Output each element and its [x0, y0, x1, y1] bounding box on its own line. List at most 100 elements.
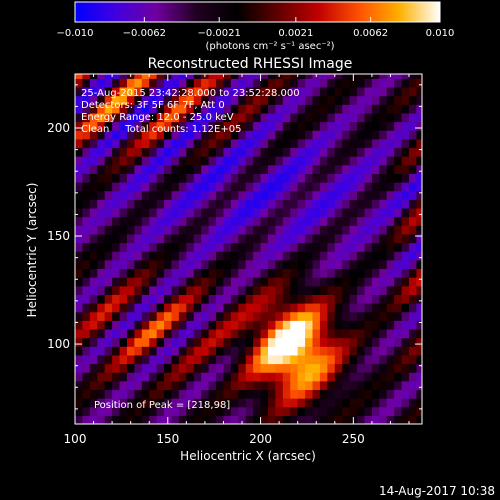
heatmap-cell — [178, 233, 187, 244]
heatmap-cell — [275, 268, 284, 278]
heatmap-cell — [312, 294, 321, 304]
heatmap-cell — [401, 233, 410, 244]
heatmap-cell — [349, 389, 358, 399]
heatmap-cell — [371, 182, 380, 192]
heatmap-cell — [216, 164, 225, 174]
heatmap-cell — [282, 86, 291, 97]
heatmap-cell — [305, 337, 314, 347]
heatmap-cell — [149, 233, 158, 244]
heatmap-cell — [186, 190, 195, 200]
heatmap-cell — [82, 380, 91, 391]
heatmap-cell — [156, 346, 165, 356]
heatmap-cell — [342, 328, 351, 339]
annotation-clean-counts: Clean Total counts: 1.12E+05 — [81, 124, 241, 135]
heatmap-cell — [319, 242, 328, 252]
heatmap-cell — [186, 225, 195, 235]
heatmap-cell — [305, 86, 314, 97]
heatmap-cell — [260, 406, 269, 416]
colorbar: −0.010 −0.0062 −0.0021 0.0021 0.0062 0.010 (p… — [56, 1, 454, 52]
heatmap-cell — [149, 398, 158, 408]
heatmap-cell — [327, 121, 336, 131]
heatmap-cell — [112, 372, 121, 382]
heatmap-cell — [238, 156, 247, 166]
heatmap-cell — [409, 251, 418, 261]
heatmap-cell — [245, 216, 254, 226]
heatmap-cell — [394, 303, 403, 313]
heatmap-cell — [290, 225, 299, 235]
heatmap-cell — [89, 225, 98, 235]
heatmap-cell — [89, 337, 98, 347]
heatmap-cell — [245, 242, 254, 252]
heatmap-cell — [82, 389, 91, 399]
heatmap-cell — [334, 372, 343, 382]
heatmap-cell — [141, 372, 150, 382]
heatmap-cell — [75, 164, 84, 174]
heatmap-cell — [223, 216, 232, 226]
heatmap-cell — [401, 138, 410, 149]
heatmap-cell — [364, 130, 373, 140]
heatmap-cell — [357, 199, 366, 209]
heatmap-cell — [119, 95, 128, 105]
heatmap-cell — [126, 380, 135, 391]
heatmap-cell — [75, 398, 84, 408]
heatmap-cell — [267, 121, 277, 131]
heatmap-cell — [267, 216, 277, 226]
heatmap-cell — [379, 190, 388, 200]
heatmap-cell — [297, 363, 306, 373]
heatmap-cell — [409, 112, 418, 123]
heatmap-cell — [267, 173, 277, 183]
heatmap-cell — [208, 363, 217, 373]
heatmap-cell — [134, 268, 143, 278]
heatmap-cell — [297, 303, 306, 313]
heatmap-cell — [409, 354, 418, 365]
heatmap-cell — [97, 78, 106, 88]
y-tick-label: 200 — [47, 121, 70, 135]
heatmap-cell — [371, 164, 380, 174]
heatmap-cell — [245, 337, 254, 347]
heatmap-cell — [327, 251, 336, 261]
heatmap-cell — [149, 285, 158, 295]
heatmap-cell — [75, 320, 84, 330]
heatmap-cell — [379, 406, 388, 416]
heatmap-cell — [164, 268, 173, 278]
heatmap-cell — [97, 285, 106, 295]
heatmap-cell — [416, 415, 422, 424]
heatmap-cell — [357, 78, 366, 88]
heatmap-cell — [357, 251, 366, 261]
heatmap-cell — [186, 311, 195, 321]
heatmap-cell — [334, 337, 343, 347]
heatmap-cell — [216, 320, 225, 330]
heatmap-cell — [386, 95, 395, 105]
heatmap-cell — [134, 190, 143, 200]
heatmap-cell — [119, 225, 128, 235]
heatmap-cell — [171, 182, 180, 192]
heatmap-cell — [349, 242, 358, 252]
heatmap-cell — [319, 294, 328, 304]
heatmap-cell — [253, 346, 262, 356]
heatmap-cell — [75, 337, 84, 347]
heatmap-cell — [75, 415, 84, 424]
heatmap-cell — [290, 277, 299, 287]
heatmap-cell — [312, 251, 321, 261]
heatmap-cell — [223, 328, 232, 339]
heatmap-cell — [230, 320, 239, 330]
heatmap-cell — [394, 225, 403, 235]
heatmap-cell — [208, 320, 217, 330]
heatmap-cell — [104, 311, 113, 321]
heatmap-cell — [379, 86, 388, 97]
heatmap-cell — [119, 121, 128, 131]
heatmap-cell — [171, 225, 180, 235]
heatmap-cell — [208, 156, 217, 166]
heatmap-cell — [82, 130, 91, 140]
heatmap-cell — [141, 380, 150, 391]
heatmap-cell — [216, 104, 225, 114]
heatmap-cell — [342, 337, 351, 347]
heatmap-cell — [312, 164, 321, 174]
heatmap-cell — [223, 104, 232, 114]
heatmap-cell — [178, 104, 187, 114]
heatmap-cell — [282, 311, 291, 321]
heatmap-cell — [216, 190, 225, 200]
heatmap-cell — [97, 328, 106, 339]
heatmap-cell — [104, 164, 113, 174]
heatmap-cell — [416, 259, 422, 270]
